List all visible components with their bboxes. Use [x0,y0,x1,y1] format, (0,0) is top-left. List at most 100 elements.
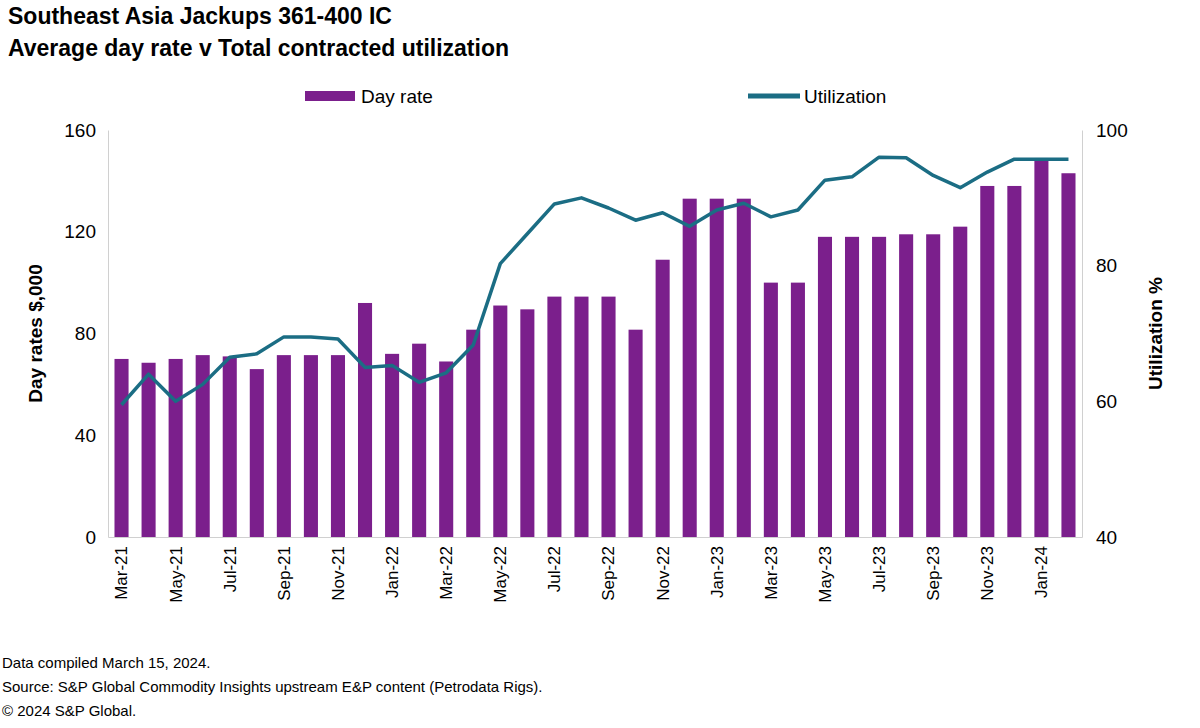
tick: 40 [75,425,108,446]
tick-label: Mar-22 [437,546,456,600]
tick-label: Jul-23 [870,546,889,592]
bar [764,283,778,537]
bar [1007,186,1021,537]
bar [629,330,643,537]
tick: May-22 [491,537,510,603]
bar [169,359,183,537]
tick-label: May-23 [816,546,835,603]
bar [142,363,156,537]
tick: Mar-22 [437,537,456,600]
footnote: © 2024 S&P Global. [2,702,136,719]
bar [277,355,291,537]
bar [656,260,670,537]
y2-axis-title: Utilization % [1145,277,1166,390]
bar [953,227,967,537]
legend-label: Utilization [804,86,886,107]
tick-label: 120 [64,221,96,242]
tick-label: Jan-22 [383,546,402,598]
bar [520,309,534,537]
subtitle: Average day rate v Total contracted util… [8,35,509,61]
tick-label: 80 [75,323,96,344]
tick: 60 [1082,391,1117,412]
line [122,157,1069,405]
title: Southeast Asia Jackups 361-400 IC [8,3,392,29]
bar [358,303,372,537]
tick-label: May-21 [167,546,186,603]
bar [1061,173,1075,537]
tick: Jul-21 [221,537,240,592]
tick: Jan-23 [708,537,727,598]
legend-swatch [748,94,800,99]
tick-label: 80 [1096,255,1117,276]
legend: Day rate Utilization [305,86,886,107]
tick-label: 40 [75,425,96,446]
bar [872,237,886,537]
tick-label: 160 [64,120,96,141]
bar [791,283,805,537]
tick-label: 60 [1096,391,1117,412]
tick: Mar-21 [112,537,131,600]
bar [304,355,318,537]
tick: 40 [1082,527,1117,548]
bar [412,344,426,537]
footnote: Data compiled March 15, 2024. [2,654,210,671]
bar [737,199,751,537]
tick: 0 [85,527,108,548]
bar [1034,158,1048,537]
tick-label: Nov-21 [329,546,348,601]
tick: 160 [64,120,108,141]
tick-label: 100 [1096,120,1128,141]
chart: Southeast Asia Jackups 361-400 IC Average… [0,0,1200,728]
tick-label: 0 [85,527,96,548]
axis-line [109,537,1083,538]
tick: Nov-21 [329,537,348,601]
legend-item: Utilization [748,86,886,107]
tick: Jan-22 [383,537,402,598]
tick: Nov-23 [978,537,997,601]
bar [818,237,832,537]
tick: 100 [1082,120,1128,141]
bar [574,297,588,537]
tick: Sep-21 [275,537,294,601]
legend-label: Day rate [361,86,433,107]
y-axis-title: Day rates $,000 [25,264,46,402]
bar [547,297,561,537]
bar [845,237,859,537]
bar [710,199,724,537]
tick-label: Nov-23 [978,546,997,601]
tick-label: Mar-21 [112,546,131,600]
tick-label: Mar-23 [762,546,781,600]
bar [331,355,345,537]
tick: Jul-22 [545,537,564,592]
bar [601,297,615,537]
tick: 120 [64,221,108,242]
tick: 80 [75,323,108,344]
bar [466,330,480,537]
bar [223,356,237,537]
tick: May-21 [167,537,186,603]
tick: Sep-22 [599,537,618,601]
plot-area [114,157,1075,537]
axis-line [108,131,109,538]
tick-label: Nov-22 [654,546,673,601]
tick: Nov-22 [654,537,673,601]
x-axis: Mar-21 May-21 Jul-21 Sep-21 Nov-21 Jan-22 Mar-… [109,537,1083,603]
bar [385,354,399,537]
tick-label: Sep-21 [275,546,294,601]
bar [493,306,507,537]
tick: Jul-23 [870,537,889,592]
tick: 80 [1082,255,1117,276]
tick: Mar-23 [762,537,781,600]
bar [114,359,128,537]
footnote: Source: S&P Global Commodity Insights up… [2,678,543,695]
tick-label: Sep-23 [924,546,943,601]
legend-item: Day rate [305,86,433,107]
tick-label: Jan-24 [1032,546,1051,598]
bar [926,234,940,537]
y2-axis: 40 60 80 100 [1082,120,1128,548]
bar [980,186,994,537]
tick: May-23 [816,537,835,603]
tick-label: Jul-22 [545,546,564,592]
bar [899,234,913,537]
bar [250,369,264,537]
